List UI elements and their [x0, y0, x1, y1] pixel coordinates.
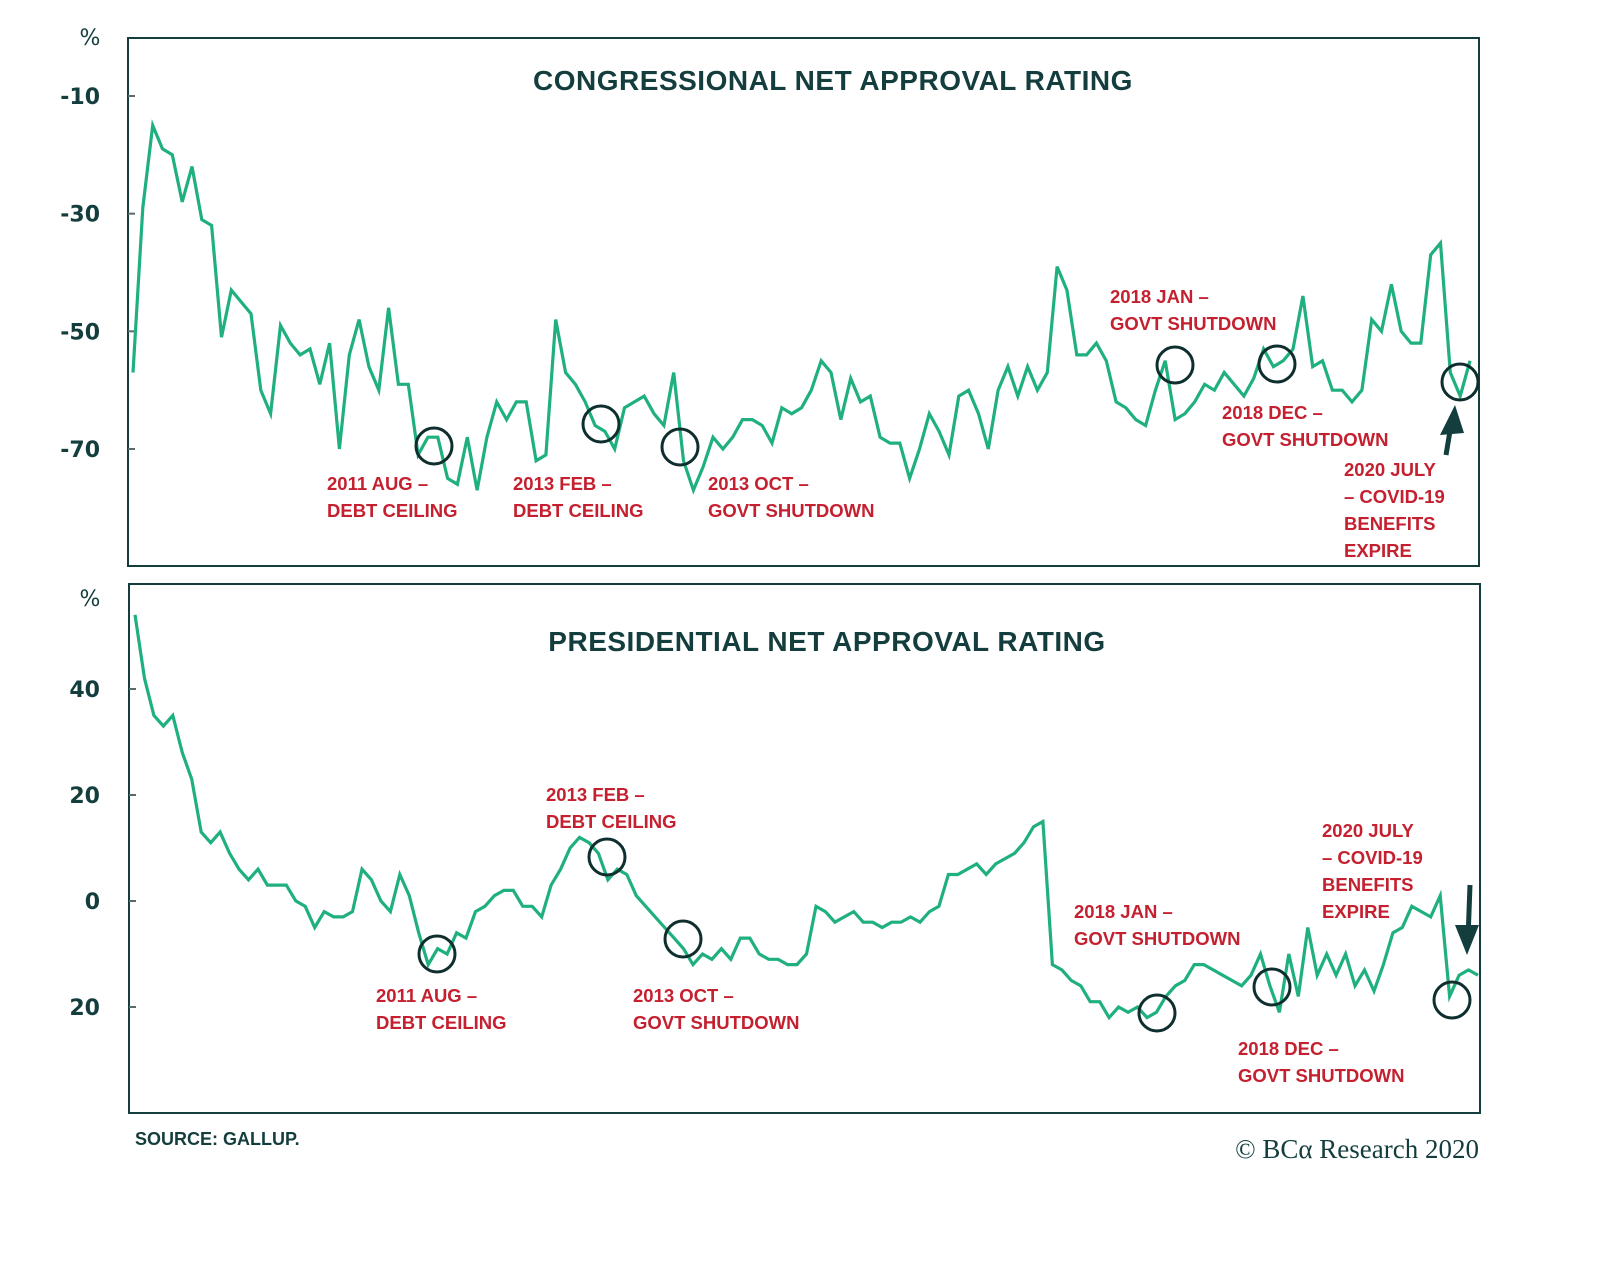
annotation-line: 2018 JAN –	[1110, 286, 1209, 307]
annotation-line: BENEFITS	[1344, 513, 1435, 534]
annotation-line: DEBT CEILING	[376, 1012, 507, 1033]
annotation-line: GOVT SHUTDOWN	[633, 1012, 800, 1033]
annotation-2013-feb: 2013 FEB – DEBT CEILING	[513, 473, 644, 521]
annotation-line: 2020 JULY	[1344, 459, 1437, 480]
annotation-line: EXPIRE	[1344, 540, 1412, 561]
chart-title: CONGRESSIONAL NET APPROVAL RATING	[533, 65, 1133, 96]
event-circle-marker	[1432, 980, 1472, 1020]
series-layer	[133, 614, 1479, 1021]
arrow-up-icon	[1440, 405, 1464, 456]
annotation-line: 2020 JULY	[1322, 820, 1415, 841]
event-circle-marker	[414, 426, 454, 466]
annotation-line: GOVT SHUTDOWN	[1238, 1065, 1405, 1086]
annotations: 2011 AUG – DEBT CEILING 2013 FEB – DEBT CEI…	[376, 784, 1423, 1086]
annotation-line: GOVT SHUTDOWN	[1074, 928, 1241, 949]
annotation-2013-oct: 2013 OCT – GOVT SHUTDOWN	[633, 985, 800, 1033]
event-circle-marker	[1252, 967, 1292, 1007]
annotation-line: 2018 DEC –	[1238, 1038, 1339, 1059]
annotation-2018-dec: 2018 DEC – GOVT SHUTDOWN	[1238, 1038, 1405, 1086]
y-tick-label: 20	[69, 784, 100, 809]
y-tick-label: -70	[60, 438, 100, 463]
event-circle-marker	[581, 404, 621, 444]
annotation-line: DEBT CEILING	[546, 811, 677, 832]
annotation-2013-oct: 2013 OCT – GOVT SHUTDOWN	[708, 473, 875, 521]
annotation-line: 2018 JAN –	[1074, 901, 1173, 922]
y-axis-unit-label: %	[80, 26, 101, 51]
series-layer	[131, 119, 1472, 495]
annotation-line: 2018 DEC –	[1222, 402, 1323, 423]
annotation-line: 2013 FEB –	[546, 784, 645, 805]
panel-frame	[128, 583, 1481, 1114]
event-circle-marker	[1440, 362, 1480, 402]
annotation-2018-jan: 2018 JAN – GOVT SHUTDOWN	[1074, 901, 1241, 949]
y-tick-label: 20	[69, 996, 100, 1021]
annotation-line: 2013 OCT –	[708, 473, 809, 494]
annotation-2020-jul: 2020 JULY – COVID-19 BENEFITS EXPIRE	[1322, 820, 1423, 922]
y-axis: -10 -30 -50 -70	[60, 85, 135, 463]
y-tick-label: -10	[60, 85, 100, 110]
annotation-2018-jan: 2018 JAN – GOVT SHUTDOWN	[1110, 286, 1277, 334]
y-tick-label: -50	[60, 320, 100, 345]
annotation-2018-dec: 2018 DEC – GOVT SHUTDOWN	[1222, 402, 1389, 450]
chart-title: PRESIDENTIAL NET APPROVAL RATING	[548, 626, 1105, 657]
annotation-2011-aug: 2011 AUG – DEBT CEILING	[376, 985, 507, 1033]
annotation-line: 2011 AUG –	[376, 985, 477, 1006]
event-circle-marker	[417, 934, 457, 974]
annotation-line: 2011 AUG –	[327, 473, 428, 494]
y-axis: 40 20 0 20	[69, 678, 136, 1021]
annotation-line: 2013 FEB –	[513, 473, 612, 494]
arrow-down-icon	[1455, 884, 1479, 955]
y-tick-label: 40	[69, 678, 100, 703]
event-circle-marker	[663, 919, 703, 959]
event-circle-marker	[1257, 344, 1297, 384]
event-circle-marker	[1137, 993, 1177, 1033]
congressional-approval-panel: % CONGRESSIONAL NET APPROVAL RATING -10-…	[60, 26, 1480, 567]
annotation-line: GOVT SHUTDOWN	[1110, 313, 1277, 334]
annotations: 2011 AUG – DEBT CEILING 2013 FEB – DEBT CEI…	[327, 286, 1445, 561]
annotation-line: 2013 OCT –	[633, 985, 734, 1006]
annotation-line: – COVID-19	[1344, 486, 1445, 507]
panel-frame	[127, 37, 1480, 567]
series-line	[133, 614, 1479, 1021]
annotation-2020-jul: 2020 JULY – COVID-19 BENEFITS EXPIRE	[1344, 459, 1445, 561]
event-circle-marker	[587, 837, 627, 877]
y-tick-label: -30	[60, 203, 100, 228]
annotation-line: GOVT SHUTDOWN	[708, 500, 875, 521]
annotation-line: GOVT SHUTDOWN	[1222, 429, 1389, 450]
presidential-approval-panel: % PRESIDENTIAL NET APPROVAL RATING 40 20 0…	[69, 583, 1481, 1114]
annotation-line: DEBT CEILING	[513, 500, 644, 521]
y-axis-unit-label: %	[80, 587, 101, 612]
event-markers	[414, 344, 1480, 467]
series-line	[131, 119, 1472, 495]
annotation-2011-aug: 2011 AUG – DEBT CEILING	[327, 473, 458, 521]
event-circle-marker	[660, 427, 700, 467]
annotation-line: EXPIRE	[1322, 901, 1390, 922]
annotation-2013-feb: 2013 FEB – DEBT CEILING	[546, 784, 677, 832]
copyright-note: © BCα Research 2020	[1235, 1134, 1479, 1164]
y-tick-label: 0	[85, 890, 100, 915]
annotation-line: DEBT CEILING	[327, 500, 458, 521]
event-circle-marker	[1155, 345, 1195, 385]
source-note: SOURCE: GALLUP.	[135, 1129, 300, 1149]
annotation-line: – COVID-19	[1322, 847, 1423, 868]
annotation-line: BENEFITS	[1322, 874, 1413, 895]
event-markers	[417, 837, 1479, 1033]
